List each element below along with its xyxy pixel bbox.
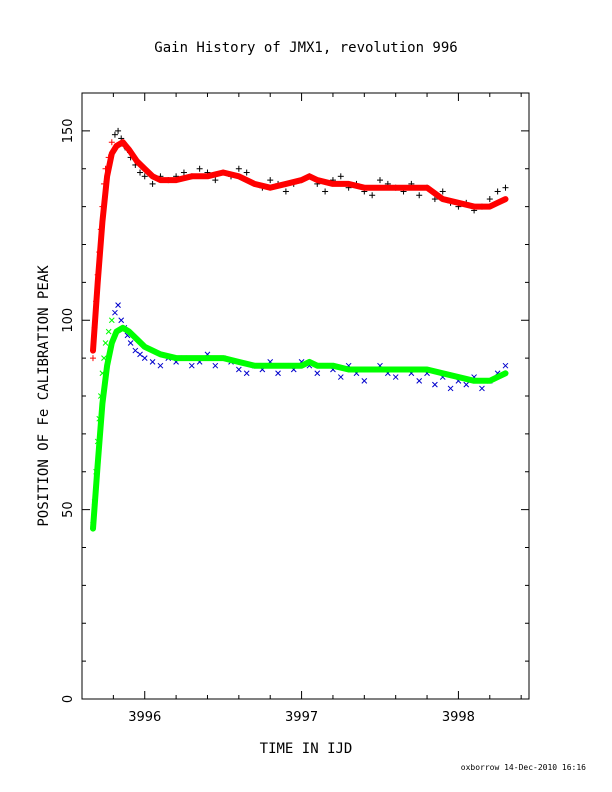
data-point <box>137 351 143 358</box>
data-point <box>89 355 96 362</box>
data-point <box>463 381 470 388</box>
data-point <box>102 340 109 346</box>
data-point <box>235 165 242 172</box>
data-point <box>212 362 219 369</box>
data-point <box>416 192 423 199</box>
data-point <box>180 169 187 176</box>
lower-fit-series <box>90 324 509 532</box>
data-point <box>439 188 446 195</box>
data-point <box>337 173 344 180</box>
data-point <box>322 188 329 195</box>
upper-fit-series <box>90 139 509 354</box>
upper-points-series <box>89 127 509 362</box>
data-point <box>447 385 454 392</box>
data-point <box>486 196 493 203</box>
x-axis-label: TIME IN IJD <box>260 741 353 757</box>
data-point <box>108 139 115 146</box>
lower-points-series <box>90 302 509 528</box>
data-point <box>149 359 156 365</box>
y-tick-label: 100 <box>61 308 76 333</box>
data-point <box>111 131 118 138</box>
y-tick-label: 150 <box>61 118 76 143</box>
data-point <box>141 173 148 180</box>
data-point <box>196 165 203 172</box>
data-point <box>132 347 139 354</box>
data-point <box>118 317 125 324</box>
chart-title: Gain History of JMX1, revolution 996 <box>154 40 457 56</box>
x-tick-label: 3998 <box>442 710 475 725</box>
data-point <box>361 377 368 384</box>
fit-line <box>90 139 509 354</box>
data-point <box>275 370 281 377</box>
data-point <box>392 374 399 380</box>
data-point <box>369 192 376 199</box>
data-point <box>141 355 148 361</box>
x-tick-label: 3997 <box>285 710 318 725</box>
data-point <box>112 309 118 316</box>
data-point <box>188 362 195 369</box>
data-point <box>502 362 509 369</box>
y-axis-label: POSITION OF Fe CALIBRATION PEAK <box>36 265 52 527</box>
data-point <box>416 377 423 384</box>
data-point <box>115 127 122 134</box>
data-point <box>502 184 509 191</box>
y-tick-label: 50 <box>61 501 76 518</box>
data-point <box>243 370 250 377</box>
data-point <box>377 177 383 184</box>
y-tick-label: 0 <box>61 695 76 703</box>
data-point <box>115 302 121 308</box>
data-point <box>282 188 289 195</box>
data-point <box>157 362 164 369</box>
data-point <box>105 328 112 335</box>
data-point <box>337 374 344 380</box>
fit-line <box>90 324 509 532</box>
data-point <box>267 177 274 184</box>
data-point <box>127 340 134 346</box>
data-point <box>212 177 219 184</box>
data-point <box>432 381 438 388</box>
data-point <box>494 188 501 195</box>
x-tick-label: 3996 <box>128 710 161 725</box>
data-point <box>137 169 144 176</box>
data-point <box>235 366 242 373</box>
data-point <box>149 180 156 187</box>
data-point <box>243 169 250 176</box>
data-point <box>314 370 321 377</box>
plot-frame <box>81 92 530 700</box>
data-point <box>108 317 115 324</box>
axis-ticks: 3996 3997 3998 0 50 100 150 <box>61 93 529 725</box>
footer-credit: oxborrow 14-Dec-2010 16:16 <box>461 763 586 772</box>
data-point <box>479 385 485 392</box>
